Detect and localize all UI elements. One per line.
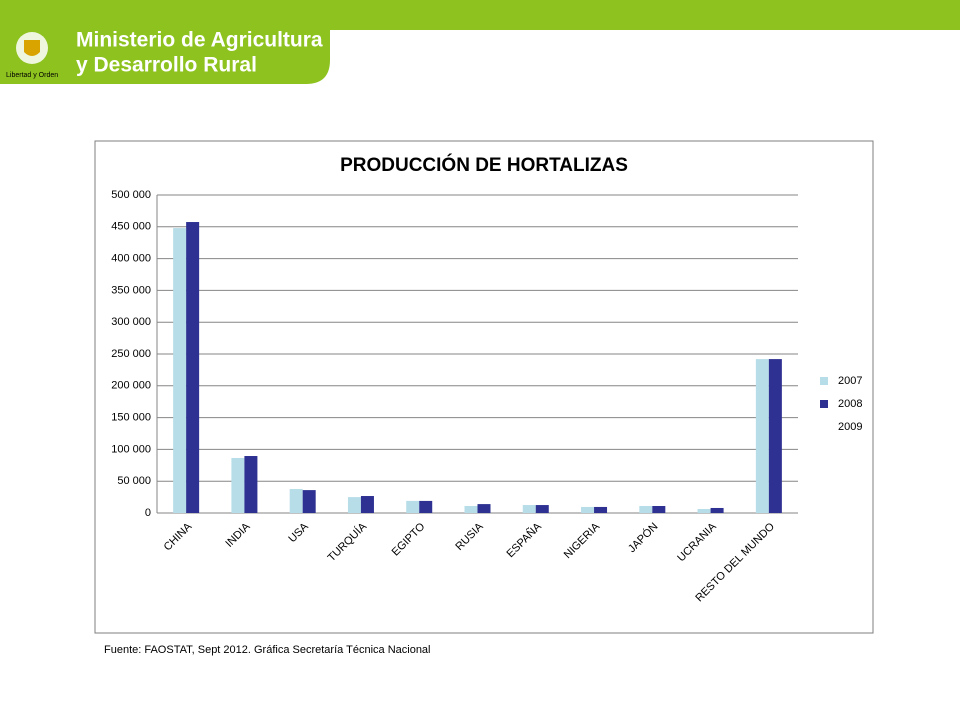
bar	[347, 497, 361, 513]
source: Fuente: FAOSTAT, Sept 2012. Gráfica Secr…	[104, 644, 431, 656]
legend-swatch	[820, 377, 828, 385]
y-tick-label: 450 000	[111, 221, 151, 233]
bar	[360, 496, 374, 513]
y-tick-label: 150 000	[111, 412, 151, 424]
header-tab	[0, 0, 330, 84]
legend-swatch	[820, 423, 828, 431]
bar	[231, 457, 245, 513]
bar	[639, 506, 653, 513]
y-tick-label: 300 000	[111, 316, 151, 328]
bar	[581, 506, 595, 513]
bar	[464, 506, 478, 513]
bar	[173, 228, 187, 513]
chart-title: PRODUCCIÓN DE HORTALIZAS	[340, 154, 628, 176]
bar	[710, 507, 724, 513]
bar	[652, 506, 666, 513]
bar	[697, 508, 711, 513]
bar	[289, 489, 303, 513]
bar	[302, 490, 316, 513]
y-tick-label: 500 000	[111, 189, 151, 201]
bar	[244, 456, 258, 513]
y-tick-label: 200 000	[111, 380, 151, 392]
bar	[768, 359, 782, 513]
bar	[535, 505, 549, 513]
legend-swatch	[820, 400, 828, 408]
header-title: y Desarrollo Rural	[76, 54, 257, 77]
y-tick-label: 50 000	[117, 475, 151, 487]
motto: Libertad y Orden	[6, 72, 58, 79]
bar	[186, 222, 200, 513]
logo	[16, 32, 48, 64]
y-tick-label: 400 000	[111, 253, 151, 265]
bar	[406, 500, 420, 513]
bar	[755, 359, 769, 513]
bar	[477, 504, 491, 513]
y-tick-label: 100 000	[111, 443, 151, 455]
legend-label: 2007	[838, 375, 862, 387]
legend-label: 2009	[838, 421, 862, 433]
y-tick-label: 250 000	[111, 348, 151, 360]
header-title: Ministerio de Agricultura	[76, 29, 323, 52]
y-tick-label: 350 000	[111, 284, 151, 296]
legend-label: 2008	[838, 398, 862, 410]
bar	[594, 506, 608, 513]
bar	[522, 505, 536, 513]
bar	[419, 500, 433, 513]
chart-frame	[94, 140, 874, 634]
y-tick-label: 0	[145, 507, 151, 519]
